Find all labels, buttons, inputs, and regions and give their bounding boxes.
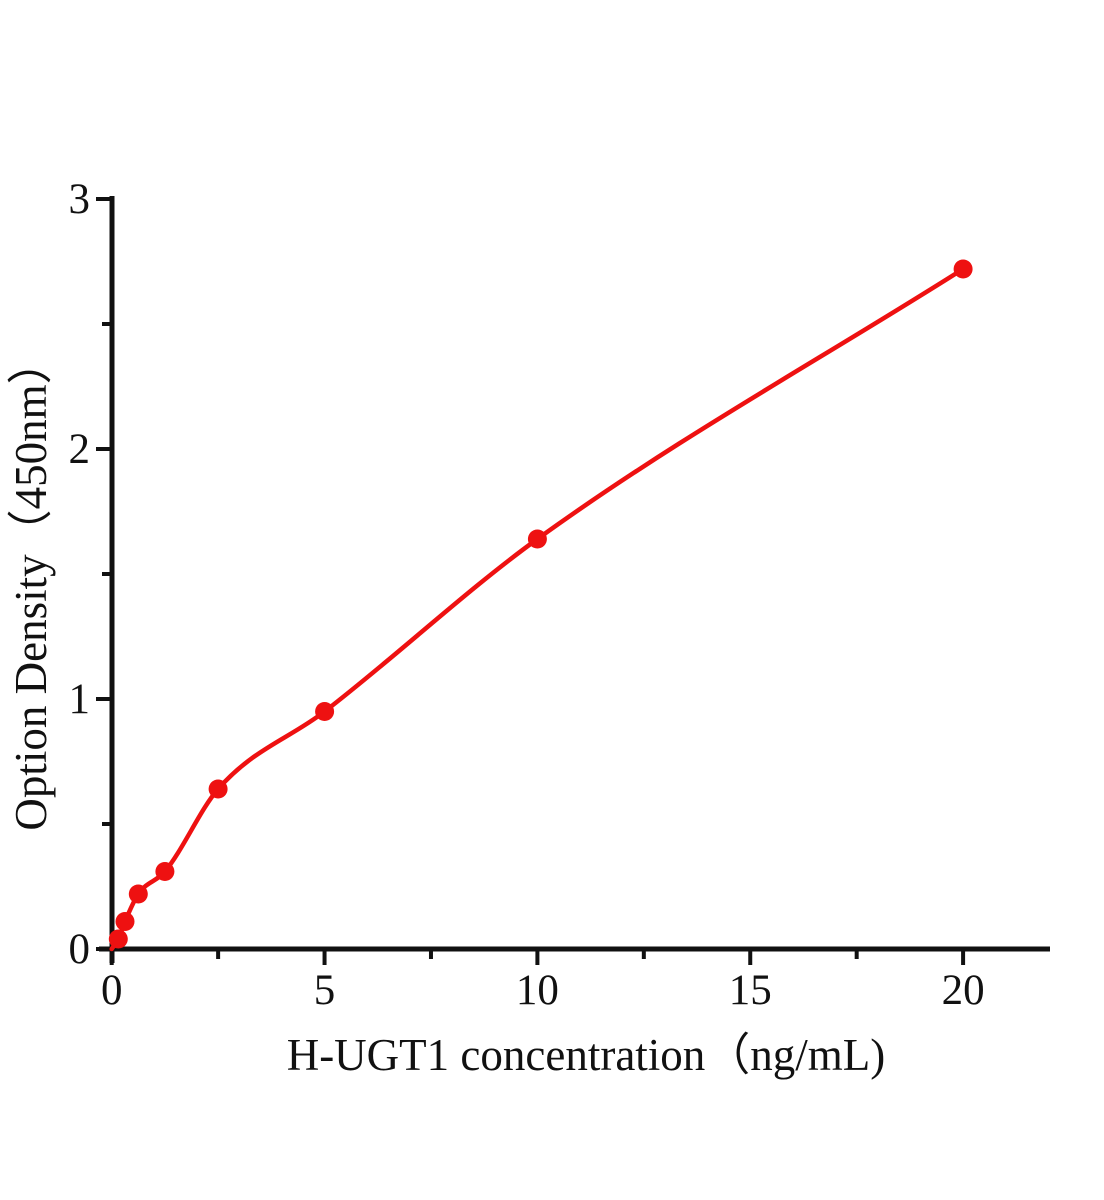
y-axis-title: Option Density（450nm）	[6, 339, 56, 830]
data-point	[953, 259, 973, 279]
x-tick-label: 5	[314, 967, 336, 1014]
data-point	[108, 929, 128, 949]
x-axis-minor-ticks	[216, 949, 859, 959]
data-point	[155, 862, 175, 881]
data-points	[108, 259, 973, 949]
x-axis-tick-labels: 0 5 10 15 20	[101, 967, 985, 1014]
y-tick-label: 3	[69, 176, 91, 223]
y-axis-tick-labels: 0 1 2 3	[69, 176, 91, 973]
x-axis-major-ticks	[109, 949, 966, 965]
x-axis-title: H-UGT1 concentration（ng/mL)	[287, 1030, 886, 1080]
x-tick-label: 10	[516, 967, 559, 1014]
data-point	[315, 702, 335, 721]
y-axis-major-ticks	[96, 197, 112, 951]
data-point	[128, 884, 148, 904]
data-point	[115, 912, 135, 931]
y-tick-label: 2	[69, 426, 91, 473]
y-tick-label: 0	[69, 926, 91, 973]
x-tick-label: 0	[101, 967, 123, 1014]
x-tick-label: 20	[942, 967, 985, 1014]
y-tick-label: 1	[69, 676, 91, 723]
x-tick-label: 15	[729, 967, 772, 1014]
fit-curve	[109, 266, 966, 952]
data-point	[208, 779, 228, 799]
y-axis-minor-ticks	[102, 322, 112, 826]
data-point	[527, 529, 547, 549]
